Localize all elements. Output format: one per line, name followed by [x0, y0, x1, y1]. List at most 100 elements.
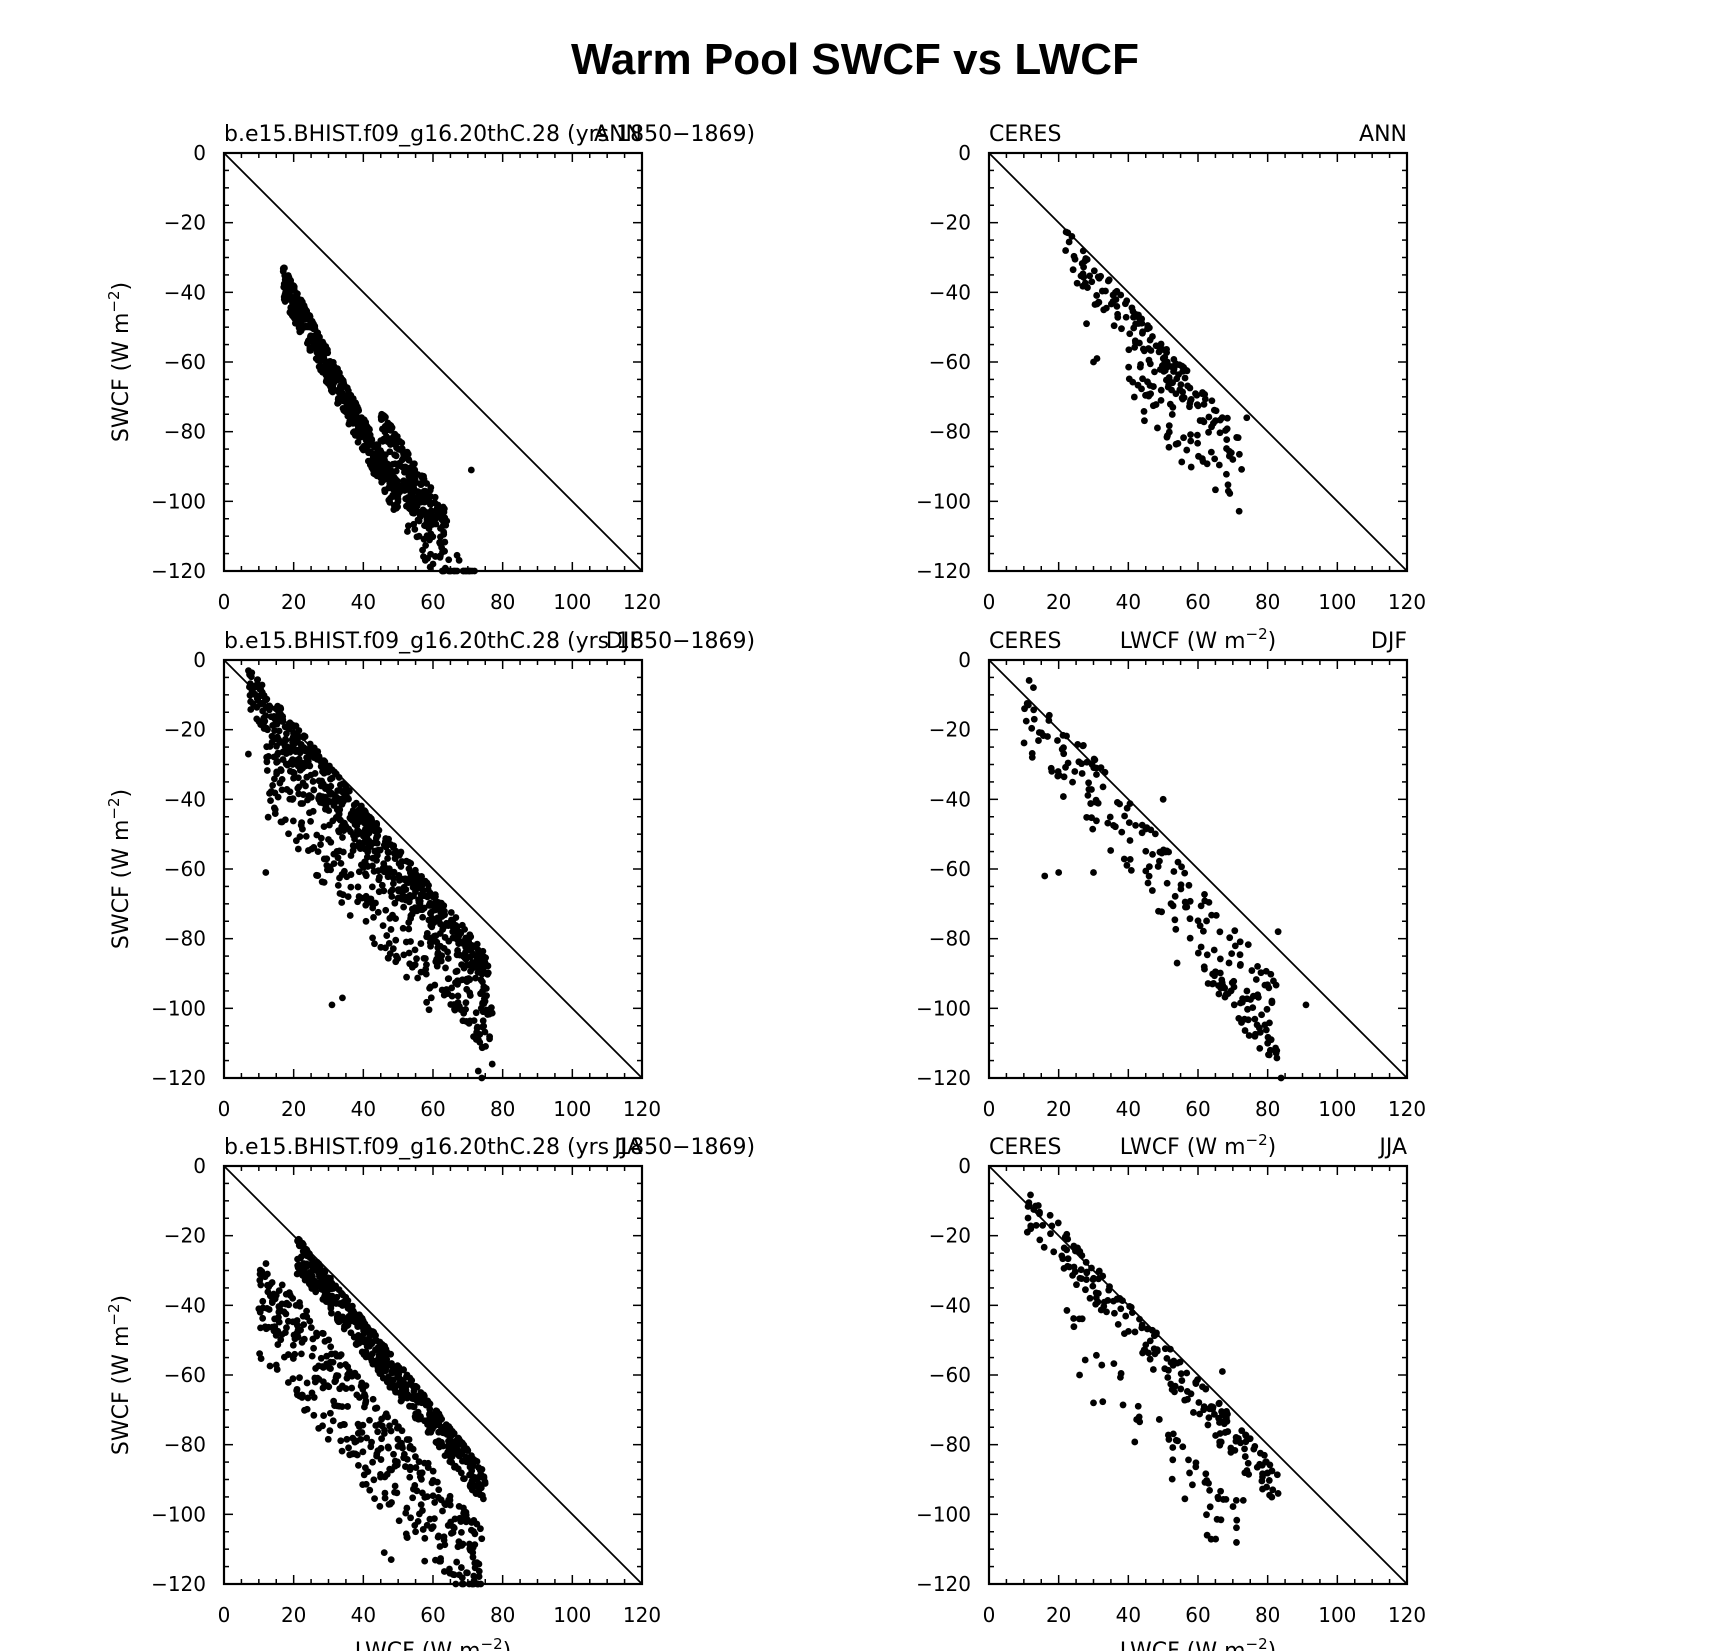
scatter-point [1149, 850, 1156, 858]
scatter-point [366, 431, 374, 439]
scatter-point [472, 1009, 480, 1017]
x-tick-label: 20 [1046, 1097, 1071, 1121]
scatter-point [1028, 724, 1036, 732]
scatter-point [300, 1262, 307, 1269]
scatter-point [263, 743, 271, 751]
scatter-point [1228, 950, 1236, 957]
scatter-point [1111, 1309, 1118, 1317]
scatter-point [1059, 1255, 1067, 1263]
scatter-point [1274, 928, 1282, 936]
scatter-point [406, 1374, 414, 1382]
scatter-point [317, 757, 325, 765]
axis-label-exponent: −2 [105, 797, 123, 819]
scatter-point [373, 823, 380, 831]
scatter-point [1138, 829, 1146, 837]
scatter-point [476, 1467, 484, 1474]
scatter-point [1251, 1032, 1259, 1040]
scatter-point [1203, 460, 1211, 468]
scatter-point [1205, 413, 1213, 421]
scatter-point [467, 466, 475, 474]
scatter-point [1210, 946, 1218, 954]
scatter-point [306, 312, 314, 320]
scatter-point [320, 354, 328, 362]
scatter-point [475, 1567, 483, 1575]
scatter-point [1252, 976, 1260, 983]
scatter-point [1258, 1011, 1265, 1019]
scatter-point [1171, 916, 1179, 924]
scatter-point [406, 1473, 414, 1481]
x-tick-label: 0 [218, 1603, 231, 1627]
scatter-point [1047, 1230, 1054, 1238]
scatter-point [310, 1344, 318, 1352]
scatter-point [429, 1523, 437, 1531]
scatter-point [363, 811, 371, 819]
scatter-point [271, 789, 279, 797]
scatter-point [1085, 785, 1093, 793]
scatter-point [398, 439, 406, 447]
scatter-point [1249, 1004, 1257, 1012]
scatter-point [299, 1391, 306, 1399]
y-tick-label: −40 [164, 1293, 206, 1317]
scatter-point [294, 732, 302, 740]
scatter-point [434, 1533, 442, 1541]
scatter-point [447, 1001, 455, 1008]
scatter-point [1139, 345, 1147, 353]
scatter-point [316, 333, 323, 341]
scatter-point [381, 486, 389, 494]
scatter-point [326, 821, 333, 829]
scatter-point [1132, 320, 1139, 328]
scatter-point [391, 451, 399, 459]
scatter-point [1055, 869, 1063, 876]
scatter-point [291, 319, 299, 327]
scatter-point [1215, 461, 1223, 469]
scatter-point [1163, 879, 1171, 887]
scatter-point [324, 349, 332, 357]
scatter-point [317, 1354, 325, 1362]
x-tick-label: 120 [1388, 590, 1426, 614]
scatter-point [389, 911, 396, 919]
axis-label-text: SWCF (W m [109, 313, 134, 443]
scatter-point [362, 901, 370, 909]
scatter-point [1199, 927, 1207, 935]
scatter-point [472, 974, 479, 982]
scatter-point [1216, 1430, 1224, 1437]
scatter-point [390, 874, 397, 882]
scatter-point [1079, 247, 1087, 255]
scatter-point [274, 717, 281, 724]
scatter-point [403, 973, 410, 981]
scatter-point [435, 1416, 442, 1424]
scatter-point [437, 942, 444, 950]
scatter-point [340, 393, 348, 401]
x-tick-label: 20 [281, 1097, 306, 1121]
scatter-point [1242, 1431, 1249, 1439]
scatter-point [444, 955, 452, 962]
panel-model-djf: 0 20 40 60 80 100 120 0 −20 −40 −60 −80 −100 −120 b.e1… [105, 629, 755, 1121]
scatter-point [475, 1036, 482, 1044]
scatter-point [1267, 970, 1275, 978]
scatter-point [291, 1318, 299, 1326]
scatter-point [1089, 1282, 1097, 1290]
panel-left-label: CERES [989, 122, 1061, 147]
scatter-point [354, 1333, 362, 1341]
scatter-point [1090, 869, 1097, 876]
scatter-point [1107, 300, 1115, 308]
axis-label-close: ) [109, 1295, 134, 1304]
scatter-point [409, 461, 417, 469]
scatter-point [311, 1374, 319, 1382]
scatter-point [420, 535, 428, 543]
scatter-point [1256, 1460, 1264, 1468]
scatter-point [1202, 1470, 1210, 1478]
scatter-point [455, 1538, 463, 1546]
scatter-point [1167, 1380, 1175, 1388]
scatter-point [1212, 486, 1219, 494]
y-tick-label: −80 [929, 927, 971, 951]
scatter-point [409, 1402, 416, 1410]
scatter-point [305, 752, 313, 760]
scatter-point [1128, 1309, 1136, 1317]
scatter-point [1070, 1315, 1078, 1322]
scatter-point [1078, 760, 1085, 768]
scatter-point [1187, 463, 1195, 471]
scatter-point [1032, 1221, 1040, 1229]
scatter-point [410, 876, 418, 884]
x-axis-label: LWCF (W m−2) [1120, 1635, 1276, 1651]
